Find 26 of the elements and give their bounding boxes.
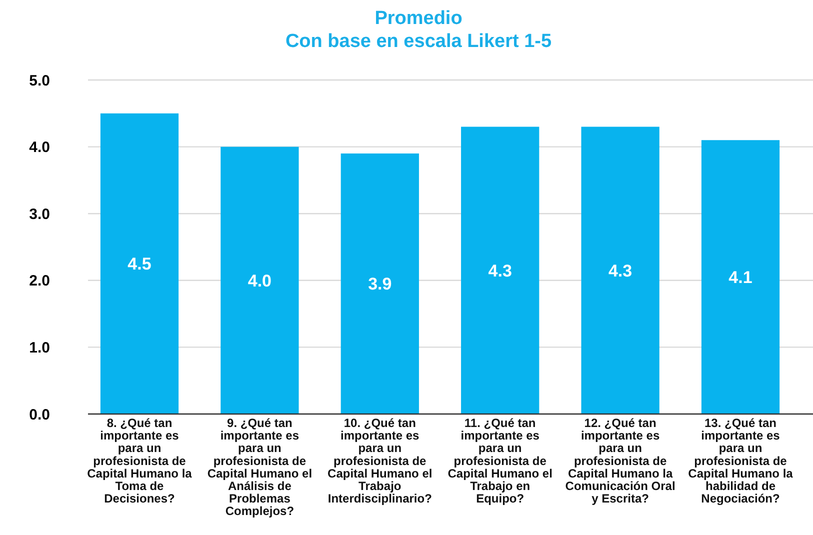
x-tick-label: 10. ¿Qué tan importante es para un profesionista de Capital Humano el Trabajo Interdisciplinario?: [328, 416, 432, 506]
y-tick-label: 2.0: [29, 272, 50, 290]
chart-subtitle: Con base en escala Likert 1-5: [285, 31, 552, 52]
chart-title: Promedio: [374, 8, 462, 29]
x-tick-label: 11. ¿Qué tan importante es para un profesionista de Capital Humano el Trabajo en Equipo?: [448, 416, 552, 506]
y-tick-label: 1.0: [29, 339, 50, 356]
bar: [220, 146, 299, 414]
x-tick-label: 8. ¿Qué tan importante es para un profesionista de Capital Humano la Toma de Decisiones?: [87, 416, 192, 506]
y-tick-label: 0.0: [29, 406, 50, 424]
x-tick-label: 12. ¿Qué tan importante es para un profesionista de Capital Humano la Comunicación Oral y Escrita?: [565, 416, 676, 506]
data-label: 4.1: [728, 268, 752, 288]
y-tick-label: 3.0: [29, 206, 50, 223]
x-tick-label: 13. ¿Qué tan importante es para un profesionista de Capital Humano la habilidad de Negociación?: [688, 416, 794, 506]
bar: [461, 126, 540, 414]
data-label: 4.5: [128, 254, 152, 274]
y-tick-label: 4.0: [29, 139, 50, 156]
data-label: 4.3: [608, 261, 632, 280]
bar: [581, 126, 660, 414]
bar: [340, 153, 419, 414]
bar: [100, 113, 179, 414]
data-label: 4.0: [248, 271, 272, 290]
x-tick-label: 9. ¿Qué tan importante es para un profesionista de Capital Humano el Análisis de Problemas Complejos?: [207, 416, 312, 518]
data-label: 3.9: [368, 274, 392, 294]
y-tick-label: 5.0: [29, 72, 50, 90]
data-label: 4.3: [488, 261, 512, 280]
bar: [701, 140, 780, 414]
